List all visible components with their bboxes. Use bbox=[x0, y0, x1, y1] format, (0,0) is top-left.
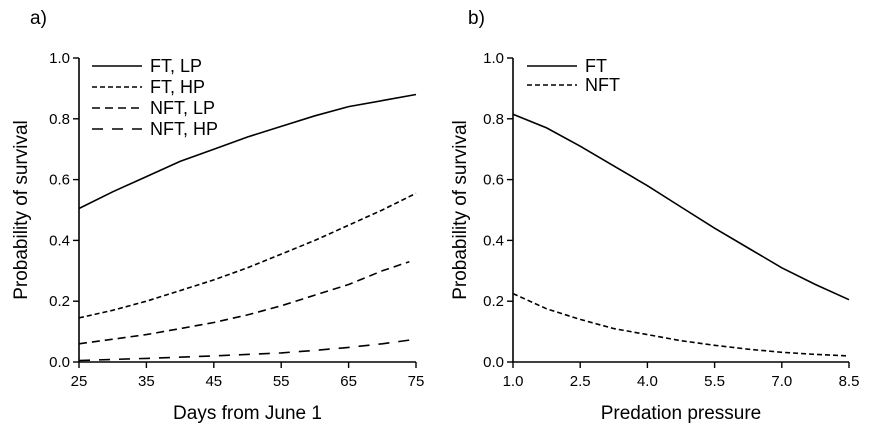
y-tick-label-b: 0.2 bbox=[483, 293, 504, 310]
x-tick-label-a: 45 bbox=[205, 373, 222, 390]
y-tick-label-a: 0.6 bbox=[49, 172, 70, 189]
series-line-a-2 bbox=[78, 192, 417, 319]
y-tick-label-a: 0.2 bbox=[49, 293, 70, 310]
panel-label-b: b) bbox=[468, 8, 485, 29]
x-axis-title-a: Days from June 1 bbox=[173, 403, 322, 424]
y-tick-label-b: 0.8 bbox=[483, 111, 504, 128]
y-tick-label-a: 0.0 bbox=[49, 354, 70, 371]
legend-label-a-4: NFT, HP bbox=[150, 119, 218, 139]
legend-label-a-2: FT, HP bbox=[150, 77, 205, 97]
x-tick-label-b: 7.0 bbox=[771, 373, 792, 390]
x-tick-label-b: 4.0 bbox=[637, 373, 658, 390]
series-line-b-2 bbox=[512, 292, 850, 357]
legend-label-a-1: FT, LP bbox=[150, 56, 202, 76]
panel-a: a) 0.0 0.2 0.4 0.6 0.8 1.0 25 35 45 55 65 75 Days fro… bbox=[11, 8, 424, 424]
series-line-a-1 bbox=[78, 93, 417, 210]
legend-label-b-2: NFT bbox=[585, 75, 620, 95]
y-tick-label-b: 0.0 bbox=[483, 354, 504, 371]
x-axis-title-b: Predation pressure bbox=[601, 403, 762, 424]
x-tick-label-a: 25 bbox=[71, 373, 88, 390]
panel-b: b) 0.0 0.2 0.4 0.6 0.8 1.0 1.0 2.5 4.0 5.5 7.0 8.5 Pr… bbox=[450, 8, 859, 424]
x-tick-label-a: 55 bbox=[273, 373, 290, 390]
panel-label-a: a) bbox=[30, 8, 47, 29]
x-tick-label-a: 65 bbox=[340, 373, 357, 390]
y-tick-label-a: 0.4 bbox=[49, 232, 70, 249]
x-tick-label-a: 35 bbox=[138, 373, 155, 390]
y-axis-title-a: Probability of survival bbox=[11, 120, 32, 300]
y-tick-label-b: 1.0 bbox=[483, 50, 504, 67]
y-tick-label-b: 0.6 bbox=[483, 172, 504, 189]
series-line-b-1 bbox=[512, 113, 850, 301]
legend-label-a-3: NFT, LP bbox=[150, 98, 215, 118]
series-line-a-4 bbox=[78, 338, 417, 362]
y-axis-title-b: Probability of survival bbox=[450, 120, 471, 300]
x-tick-label-b: 2.5 bbox=[570, 373, 591, 390]
series-line-a-3 bbox=[78, 260, 410, 345]
y-tick-label-b: 0.4 bbox=[483, 232, 504, 249]
x-tick-label-b: 8.5 bbox=[839, 373, 860, 390]
x-tick-label-b: 1.0 bbox=[503, 373, 524, 390]
x-tick-label-a: 75 bbox=[408, 373, 425, 390]
y-tick-label-a: 1.0 bbox=[49, 50, 70, 67]
x-tick-label-b: 5.5 bbox=[704, 373, 725, 390]
legend-label-b-1: FT bbox=[585, 56, 607, 76]
y-tick-label-a: 0.8 bbox=[49, 111, 70, 128]
